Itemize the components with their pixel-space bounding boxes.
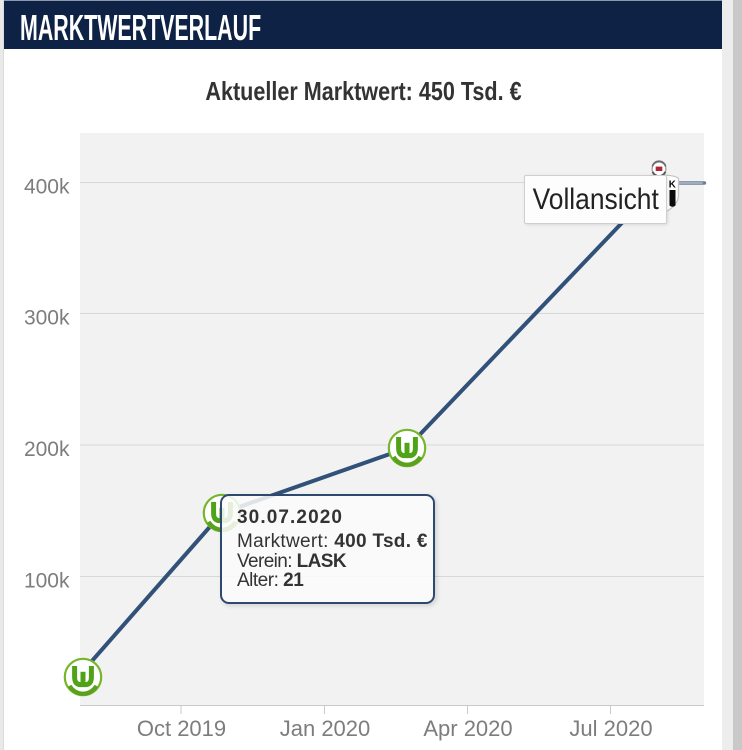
svg-text:Jul 2020: Jul 2020: [569, 716, 652, 741]
svg-text:300k: 300k: [24, 307, 70, 330]
svg-text:Oct 2019: Oct 2019: [137, 716, 226, 741]
svg-text:Jan 2020: Jan 2020: [280, 716, 371, 741]
svg-text:200k: 200k: [24, 438, 70, 461]
svg-text:K: K: [669, 180, 676, 191]
svg-text:Apr 2020: Apr 2020: [423, 716, 512, 741]
svg-text:400k: 400k: [24, 176, 70, 199]
svg-text:100k: 100k: [24, 570, 70, 593]
